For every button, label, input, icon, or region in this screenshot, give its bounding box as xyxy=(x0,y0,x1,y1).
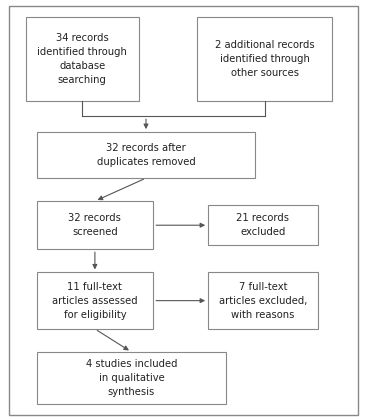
FancyBboxPatch shape xyxy=(36,132,256,178)
Text: 11 full-text
articles assessed
for eligibility: 11 full-text articles assessed for eligi… xyxy=(52,282,138,320)
Text: 32 records after
duplicates removed: 32 records after duplicates removed xyxy=(97,143,195,167)
Text: 2 additional records
identified through
other sources: 2 additional records identified through … xyxy=(215,40,314,78)
Text: 32 records
screened: 32 records screened xyxy=(69,213,121,237)
FancyBboxPatch shape xyxy=(36,352,226,404)
Text: 7 full-text
articles excluded,
with reasons: 7 full-text articles excluded, with reas… xyxy=(219,282,307,320)
FancyBboxPatch shape xyxy=(208,205,318,245)
FancyBboxPatch shape xyxy=(36,201,153,249)
FancyBboxPatch shape xyxy=(197,17,332,101)
Text: 4 studies included
in qualitative
synthesis: 4 studies included in qualitative synthe… xyxy=(86,359,177,397)
FancyBboxPatch shape xyxy=(208,272,318,329)
FancyBboxPatch shape xyxy=(36,272,153,329)
Text: 21 records
excluded: 21 records excluded xyxy=(236,213,289,237)
FancyBboxPatch shape xyxy=(26,17,139,101)
Text: 34 records
identified through
database
searching: 34 records identified through database s… xyxy=(37,33,127,85)
